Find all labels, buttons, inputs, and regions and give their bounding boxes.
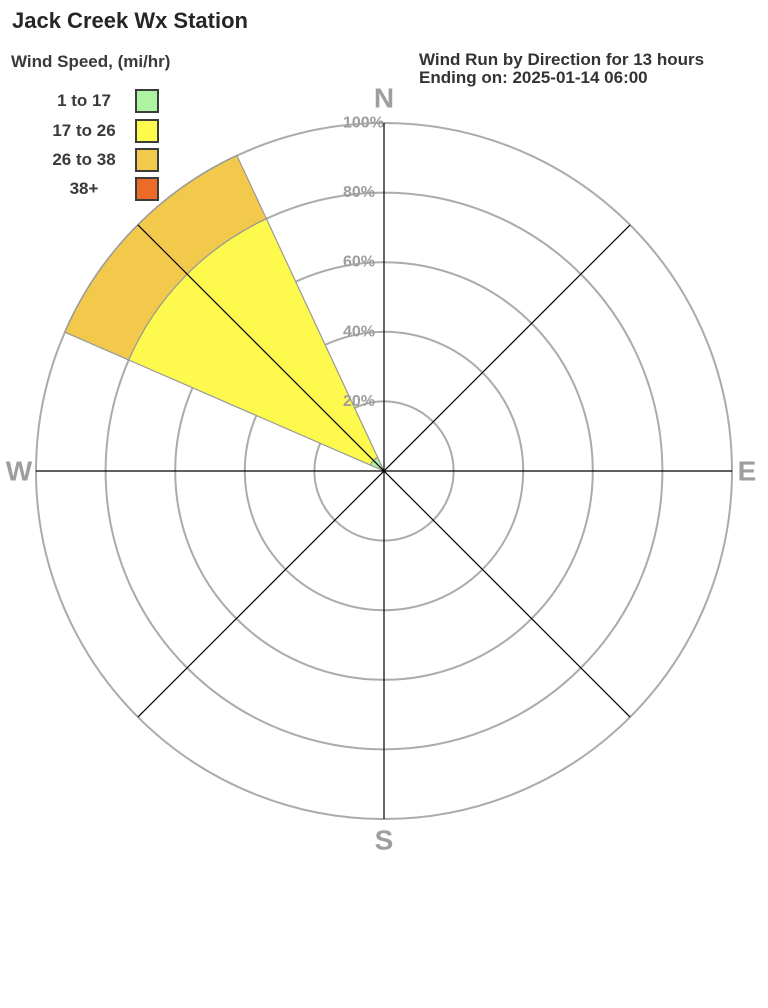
legend-swatch-yellow — [135, 119, 159, 143]
compass-label-s: S — [375, 825, 394, 856]
legend-swatch-green — [135, 89, 159, 113]
ring-label-20: 20% — [343, 393, 375, 410]
chart-header: Wind Run by Direction for 13 hours Endin… — [419, 51, 704, 87]
ring-label-60: 60% — [343, 254, 375, 271]
legend-label: 38+ — [69, 179, 99, 198]
legend-title: Wind Speed, (mi/hr) — [11, 52, 171, 71]
compass-label-w: W — [6, 456, 33, 487]
legend-item: 1 to 17 — [0, 89, 159, 113]
legend-label: 17 to 26 — [52, 121, 116, 140]
compass-label-n: N — [374, 83, 394, 114]
chart-header-line1: Wind Run by Direction for 13 hours — [419, 50, 705, 69]
ring-label-100: 100% — [343, 115, 384, 132]
legend-item: 26 to 38 — [0, 148, 159, 172]
chart-header-line2: Ending on: 2025-01-14 06:00 — [419, 68, 648, 87]
ring-label-80: 80% — [343, 184, 375, 201]
legend-swatch-amber — [135, 148, 159, 172]
legend-swatch-orange — [135, 177, 159, 201]
legend-label: 1 to 17 — [57, 91, 111, 110]
legend-label: 26 to 38 — [52, 150, 116, 169]
axis-line-3 — [137, 224, 631, 718]
compass-label-e: E — [738, 456, 757, 487]
sector-band-NW-26to38 — [64, 155, 267, 361]
legend-item: 38+ — [0, 177, 159, 201]
legend-item: 17 to 26 — [0, 119, 159, 143]
page-title: Jack Creek Wx Station — [12, 8, 248, 33]
ring-label-40: 40% — [343, 323, 375, 340]
